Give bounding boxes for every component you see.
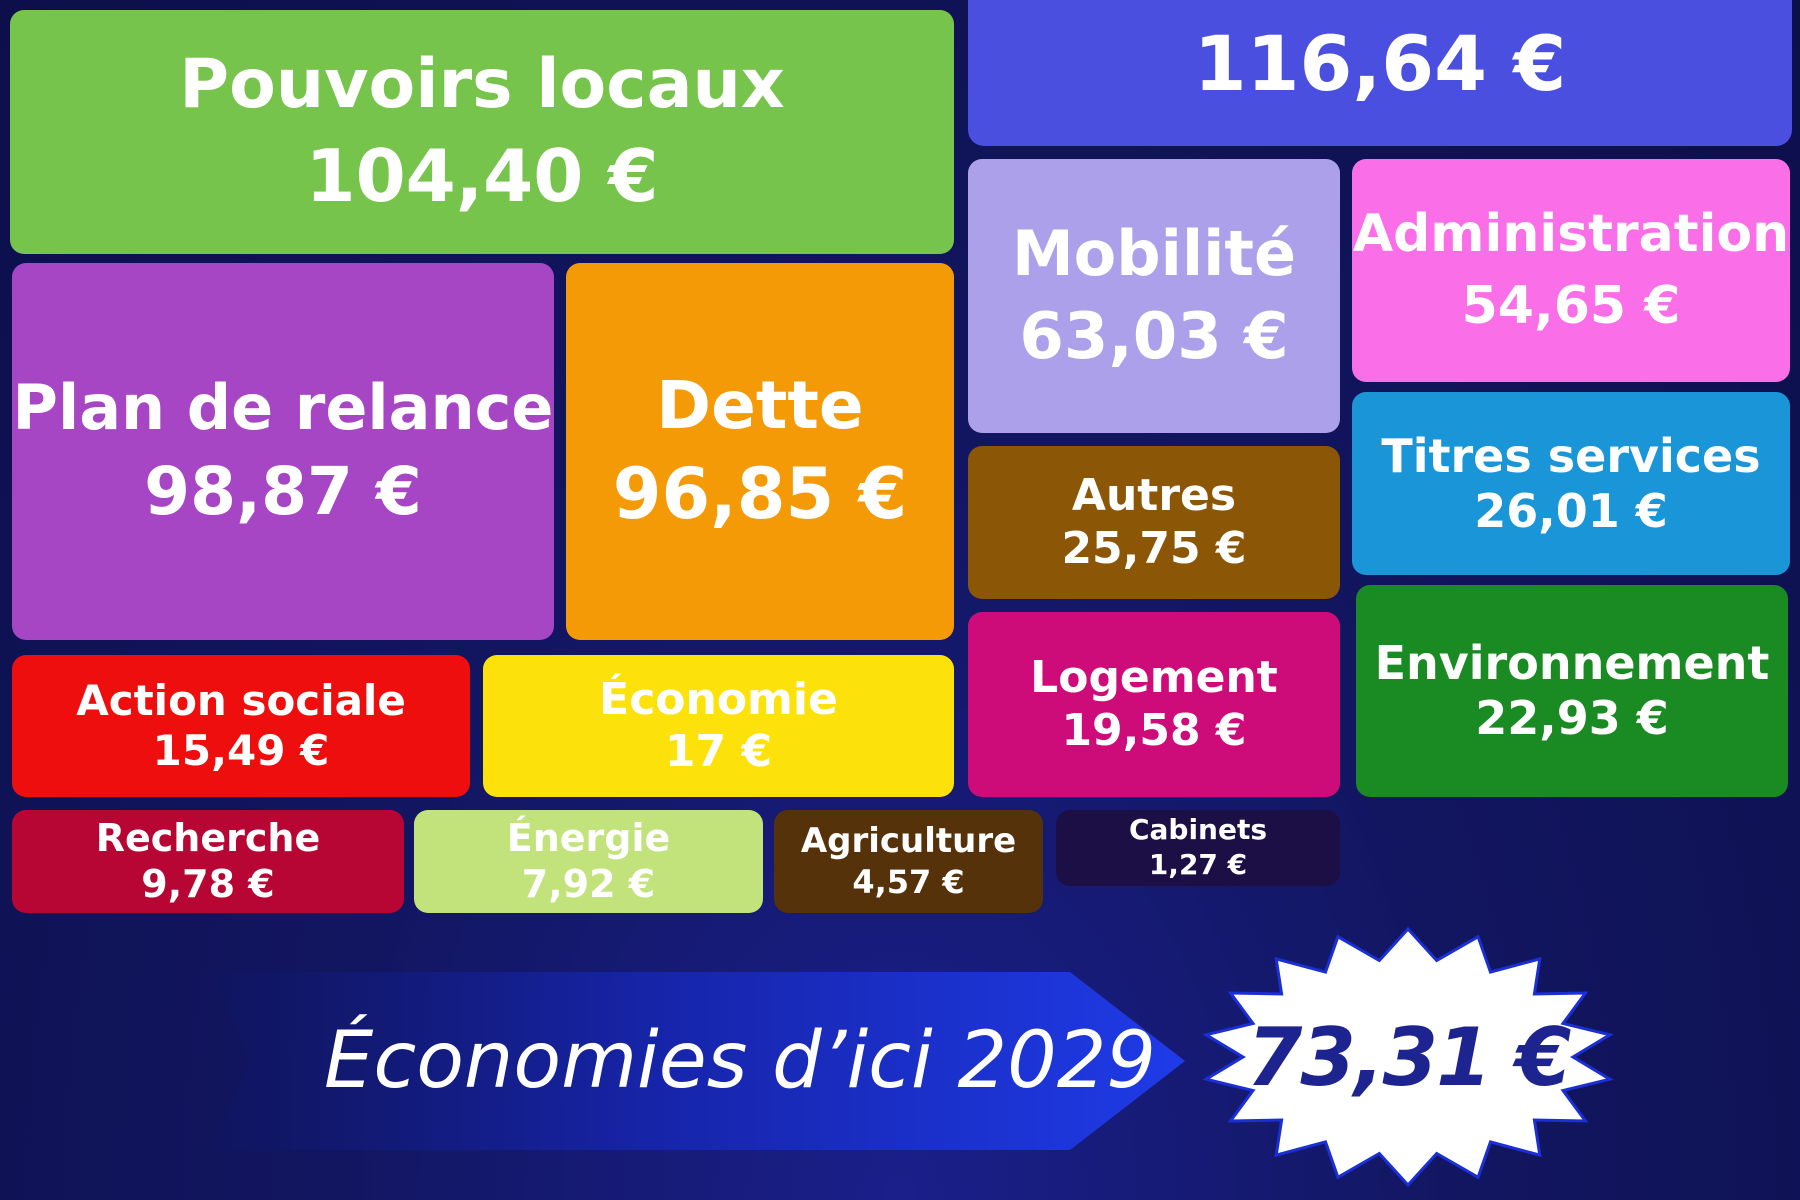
treemap-tile-value: 63,03 € <box>1019 299 1289 374</box>
treemap-tile-value: 96,85 € <box>612 453 908 536</box>
treemap-tile-value: 17 € <box>664 726 773 777</box>
treemap-tile-label: Environnement <box>1374 636 1770 691</box>
treemap-tile-value: 9,78 € <box>141 861 275 906</box>
treemap-tile-label: Mobilité <box>1011 216 1297 290</box>
treemap-tile-value: 15,49 € <box>152 726 330 775</box>
treemap-tile: Agriculture 4,57 € <box>774 810 1043 913</box>
savings-value: 73,31 € <box>1246 1011 1572 1104</box>
treemap-tile: Dette 96,85 € <box>566 263 954 640</box>
treemap-tile: Administration 54,65 € <box>1352 159 1790 382</box>
treemap-tile: Pouvoirs locaux 104,40 € <box>10 10 954 254</box>
treemap-tile-value: 19,58 € <box>1061 704 1247 756</box>
treemap-tile: Environnement 22,93 € <box>1356 585 1788 797</box>
treemap-tile-value: 98,87 € <box>144 453 422 531</box>
treemap-tile: Autres 25,75 € <box>968 446 1340 599</box>
treemap-tile-label: Administration <box>1352 204 1790 265</box>
savings-banner: Économies d’ici 2029 <box>210 972 1185 1150</box>
treemap-tile-label: Titres services <box>1381 428 1761 483</box>
banner-arrow-shape <box>210 972 1185 1150</box>
treemap-tile-label: Cabinets <box>1128 813 1268 847</box>
treemap-tile-label: Plan de relance <box>12 371 554 445</box>
treemap-tile-value: 7,92 € <box>521 861 656 906</box>
treemap-tile-label: Agriculture <box>800 821 1017 862</box>
treemap-tile-value: 4,57 € <box>852 862 965 901</box>
savings-banner-label: Économies d’ici 2029 <box>324 1016 1156 1106</box>
treemap-tile: Énergie 7,92 € <box>414 810 763 913</box>
treemap-tile-label: Recherche <box>95 815 321 860</box>
treemap-tile: Économie 17 € <box>483 655 954 797</box>
treemap-tile: Mobilité 63,03 € <box>968 159 1340 433</box>
treemap-tile-label: Autres <box>1071 470 1237 522</box>
treemap-tile-value: 22,93 € <box>1475 691 1669 745</box>
treemap-tile-label: Dette <box>656 366 864 444</box>
treemap-tile-value: 1,27 € <box>1148 848 1248 881</box>
treemap-tile-value: 116,64 € <box>1193 19 1567 108</box>
treemap-tile-label: Logement <box>1030 652 1278 704</box>
starburst-shape <box>1202 926 1614 1188</box>
treemap-tile: 116,64 € <box>968 0 1792 146</box>
treemap-tile-value: 104,40 € <box>305 133 659 218</box>
treemap-tile: Action sociale 15,49 € <box>12 655 470 797</box>
treemap-tile-value: 54,65 € <box>1461 275 1681 336</box>
treemap-tile: Logement 19,58 € <box>968 612 1340 797</box>
savings-starburst: 73,31 € <box>1198 925 1618 1190</box>
treemap-tile: Recherche 9,78 € <box>12 810 404 913</box>
treemap-tile: Plan de relance 98,87 € <box>12 263 554 640</box>
treemap-tile: Titres services 26,01 € <box>1352 392 1790 575</box>
treemap-tile-value: 25,75 € <box>1061 522 1247 574</box>
treemap-tile-value: 26,01 € <box>1474 483 1668 538</box>
treemap-tile: Cabinets 1,27 € <box>1056 810 1340 886</box>
treemap-tile-label: Énergie <box>506 815 671 860</box>
treemap-tile-label: Pouvoirs locaux <box>179 45 785 124</box>
treemap-tile-label: Action sociale <box>76 675 406 725</box>
treemap-tile-label: Économie <box>599 673 838 725</box>
